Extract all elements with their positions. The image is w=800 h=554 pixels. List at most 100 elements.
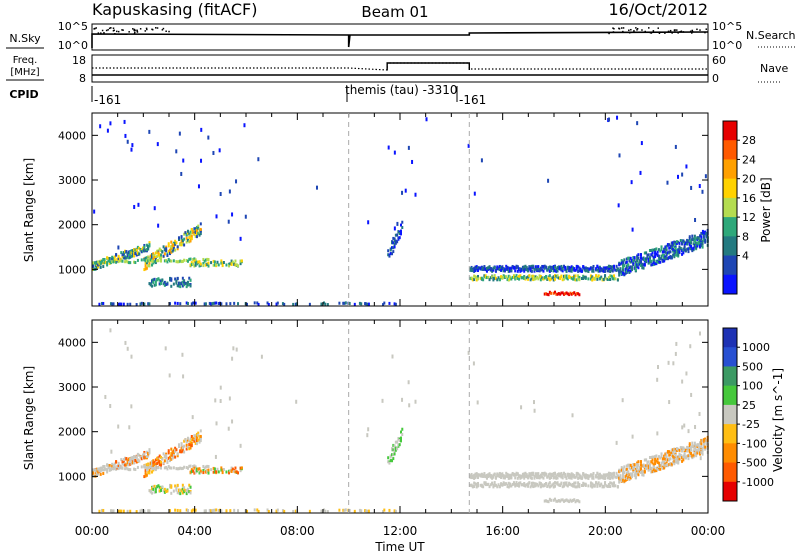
echo-cell bbox=[163, 252, 166, 256]
echo-cell bbox=[702, 438, 705, 442]
echo-cell bbox=[582, 481, 585, 485]
echo-cell bbox=[220, 302, 223, 306]
echo-cell bbox=[523, 472, 526, 476]
echo-cell bbox=[519, 267, 522, 271]
echo-cell bbox=[367, 220, 370, 225]
nsearch-dot bbox=[671, 32, 673, 34]
echo-cell bbox=[636, 263, 639, 267]
echo-cell bbox=[536, 267, 539, 271]
echo-cell bbox=[256, 508, 259, 512]
echo-cell bbox=[514, 266, 517, 270]
echo-cell bbox=[684, 448, 687, 452]
echo-cell bbox=[183, 444, 186, 448]
echo-cell bbox=[95, 470, 98, 474]
echo-cell bbox=[130, 404, 133, 409]
echo-cell bbox=[591, 266, 594, 270]
echo-cell bbox=[619, 476, 622, 480]
echo-cell bbox=[188, 240, 191, 244]
echo-cell bbox=[642, 256, 645, 260]
echo-cell bbox=[654, 469, 657, 473]
echo-cell bbox=[229, 469, 232, 473]
echo-cell bbox=[207, 471, 210, 475]
echo-cell bbox=[573, 481, 576, 485]
echo-cell bbox=[683, 453, 686, 457]
echo-cell bbox=[636, 461, 639, 465]
colorbar-tick-label: 28 bbox=[742, 134, 756, 147]
echo-cell bbox=[480, 266, 483, 270]
colorbar-swatch bbox=[723, 443, 737, 464]
echo-cell bbox=[631, 434, 634, 439]
echo-cell bbox=[195, 232, 198, 236]
echo-cell bbox=[675, 447, 678, 451]
echo-cell bbox=[102, 508, 105, 512]
echo-cell bbox=[181, 242, 184, 246]
echo-cell bbox=[502, 274, 505, 278]
echo-cell bbox=[634, 471, 637, 475]
echo-cell bbox=[199, 229, 202, 233]
echo-cell bbox=[471, 269, 474, 273]
echo-cell bbox=[648, 260, 651, 264]
echo-cell bbox=[695, 448, 698, 452]
echo-cell bbox=[699, 449, 702, 453]
echo-cell bbox=[534, 275, 537, 279]
colorbar-tick-label: -25 bbox=[742, 418, 760, 431]
echo-cell bbox=[596, 483, 599, 487]
nsearch-dot bbox=[101, 29, 104, 32]
echo-cell bbox=[591, 473, 594, 477]
echo-cell bbox=[514, 476, 517, 480]
echo-cell bbox=[552, 278, 555, 282]
nsearch-dot bbox=[652, 30, 655, 32]
nsearch-dot bbox=[165, 30, 167, 33]
echo-cell bbox=[140, 465, 143, 469]
echo-cell bbox=[551, 483, 554, 487]
echo-cell bbox=[652, 463, 655, 467]
echo-cell bbox=[627, 470, 630, 474]
echo-cell bbox=[602, 266, 605, 270]
echo-cell bbox=[592, 483, 595, 487]
echo-cell bbox=[154, 256, 157, 260]
echo-cell bbox=[532, 481, 535, 485]
nsearch-dot bbox=[100, 32, 102, 34]
echo-cell bbox=[366, 509, 369, 513]
echo-cell bbox=[618, 153, 621, 158]
echo-cell bbox=[163, 248, 166, 252]
echo-cell bbox=[233, 262, 236, 266]
echo-cell bbox=[523, 476, 526, 480]
echo-cell bbox=[392, 246, 395, 250]
echo-cell bbox=[130, 147, 133, 152]
echo-cell bbox=[607, 484, 610, 488]
echo-cell bbox=[170, 457, 173, 461]
echo-cell bbox=[367, 427, 370, 432]
echo-cell bbox=[550, 498, 553, 502]
echo-cell bbox=[609, 481, 612, 485]
echo-cell bbox=[485, 483, 488, 487]
echo-cell bbox=[654, 248, 657, 252]
echo-cell bbox=[143, 475, 146, 479]
echo-cell bbox=[643, 470, 646, 474]
echo-cell bbox=[401, 226, 404, 230]
echo-cell bbox=[509, 476, 512, 480]
echo-cell bbox=[534, 482, 537, 486]
echo-cell bbox=[199, 469, 202, 473]
echo-cell bbox=[573, 268, 576, 272]
echo-cell bbox=[102, 472, 105, 476]
echo-cell bbox=[281, 509, 284, 513]
echo-cell bbox=[211, 509, 214, 513]
echo-cell bbox=[565, 476, 568, 480]
echo-cell bbox=[556, 292, 559, 296]
echo-cell bbox=[573, 274, 576, 278]
echo-cell bbox=[473, 473, 476, 477]
echo-cell bbox=[657, 455, 660, 459]
echo-cell bbox=[180, 282, 183, 286]
echo-cell bbox=[234, 470, 237, 474]
echo-cell bbox=[674, 247, 677, 251]
echo-cell bbox=[545, 472, 548, 476]
echo-cell bbox=[678, 452, 681, 456]
echo-cell bbox=[604, 481, 607, 485]
echo-cell bbox=[260, 354, 263, 359]
echo-cell bbox=[483, 274, 486, 278]
echo-cell bbox=[185, 439, 188, 443]
echo-cell bbox=[171, 450, 174, 454]
echo-cell bbox=[668, 453, 671, 457]
